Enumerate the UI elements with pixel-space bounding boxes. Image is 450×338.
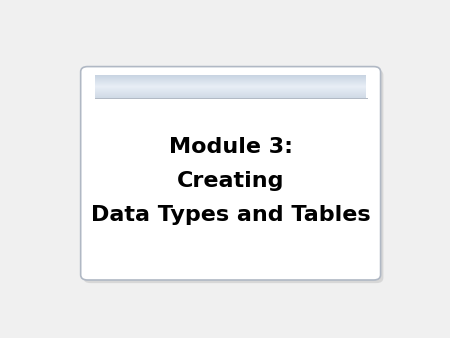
FancyBboxPatch shape — [81, 67, 381, 280]
Text: Creating: Creating — [177, 171, 284, 191]
Text: Data Types and Tables: Data Types and Tables — [91, 205, 370, 225]
FancyBboxPatch shape — [83, 70, 383, 283]
Text: Module 3:: Module 3: — [169, 137, 292, 157]
